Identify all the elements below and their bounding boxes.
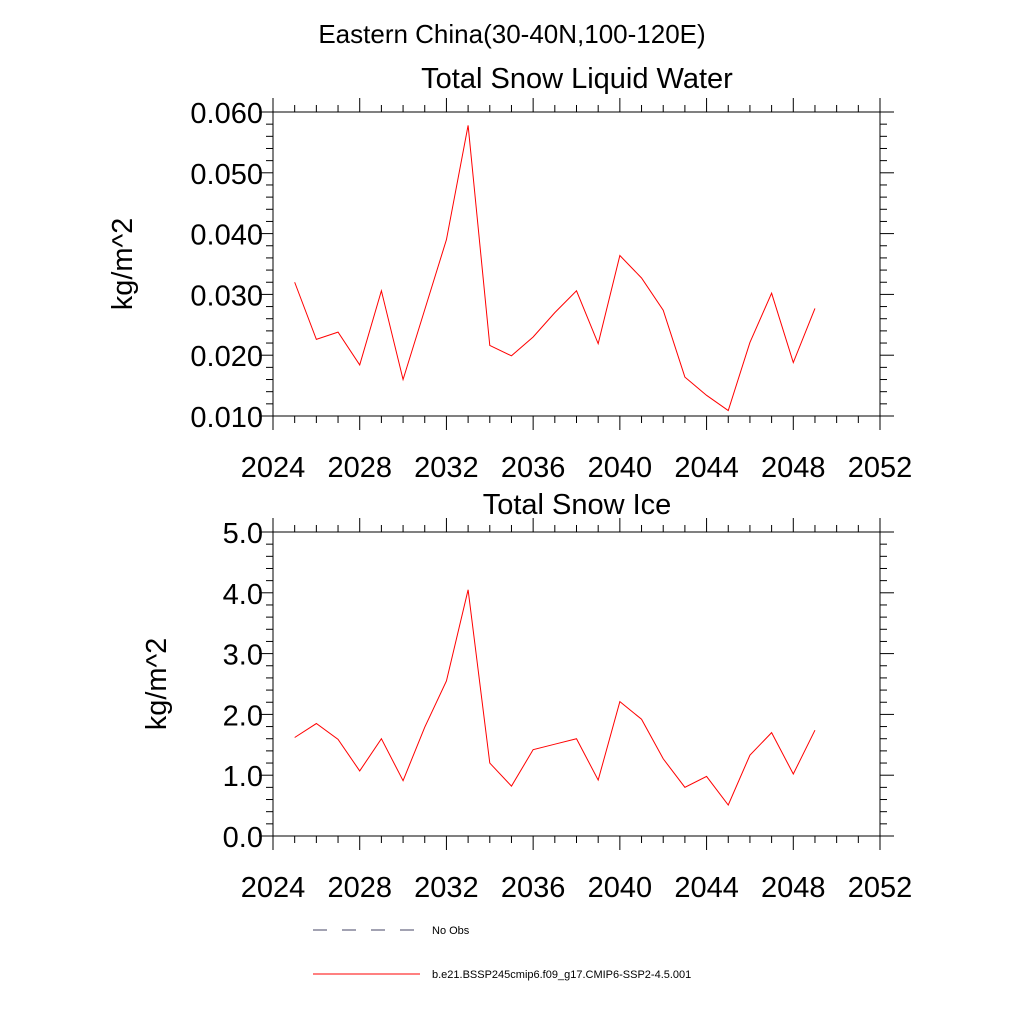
series-line — [294, 125, 816, 412]
legend: No Obs b.e21.BSSP245cmip6.f09_g17.CMIP6-… — [313, 925, 691, 981]
y-axis-label: kg/m^2 — [107, 218, 139, 311]
x-tick-label: 2032 — [414, 872, 479, 904]
y-tick-label: 4.0 — [223, 579, 263, 611]
x-tick-label: 2028 — [327, 452, 392, 484]
y-tick-label: 0.020 — [190, 341, 263, 373]
x-tick-label: 2040 — [588, 452, 653, 484]
x-tick-label: 2024 — [241, 872, 306, 904]
figure-suptitle: Eastern China(30-40N,100-120E) — [318, 19, 705, 49]
x-tick-label: 2028 — [327, 872, 392, 904]
x-tick-label: 2044 — [674, 872, 739, 904]
y-tick-label: 0.030 — [190, 280, 263, 312]
panel-title: Total Snow Liquid Water — [421, 63, 733, 95]
y-tick-label: 0.060 — [190, 98, 263, 130]
legend-label-no-obs: No Obs — [432, 925, 470, 937]
plot-frame — [272, 111, 881, 417]
x-tick-label: 2048 — [761, 452, 826, 484]
legend-label-model: b.e21.BSSP245cmip6.f09_g17.CMIP6-SSP2-4.… — [432, 969, 691, 981]
x-tick-label: 2052 — [848, 452, 913, 484]
x-tick-label: 2036 — [501, 452, 566, 484]
y-tick-label: 2.0 — [223, 700, 263, 732]
plot-frame — [272, 531, 881, 837]
y-tick-label: 0.050 — [190, 159, 263, 191]
x-tick-label: 2052 — [848, 872, 913, 904]
x-tick-label: 2048 — [761, 872, 826, 904]
x-tick-label: 2040 — [588, 872, 653, 904]
x-tick-label: 2036 — [501, 872, 566, 904]
y-tick-label: 0.040 — [190, 220, 263, 252]
x-tick-label: 2024 — [241, 452, 306, 484]
y-axis-label: kg/m^2 — [141, 638, 173, 731]
panel-snow-liquid-water: Total Snow Liquid Water kg/m^2 2024 2028 2… — [107, 63, 912, 484]
x-tick-label: 2044 — [674, 452, 739, 484]
panel-snow-ice: Total Snow Ice kg/m^2 2024 2028 2032 2036 20… — [141, 489, 912, 904]
panel-title: Total Snow Ice — [483, 489, 672, 521]
y-tick-label: 1.0 — [223, 761, 263, 793]
y-tick-label: 0.0 — [223, 822, 263, 854]
y-tick-label: 0.010 — [190, 402, 263, 434]
x-tick-label: 2032 — [414, 452, 479, 484]
y-tick-label: 5.0 — [223, 518, 263, 550]
y-tick-label: 3.0 — [223, 640, 263, 672]
series-line — [294, 589, 816, 806]
